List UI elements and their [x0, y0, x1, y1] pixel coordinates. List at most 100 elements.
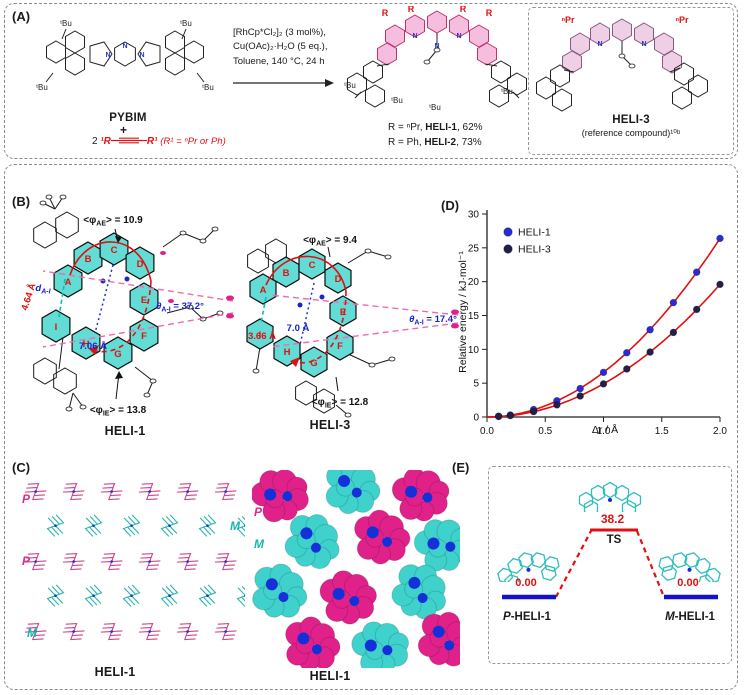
svg-text:20: 20: [468, 277, 480, 288]
ring-label-i: I: [55, 322, 58, 333]
npr-label: ⁿPr: [675, 15, 689, 25]
ring-label-g: G: [310, 358, 317, 369]
heli3-scheme-structure: ⁿPr ⁿPr N N: [536, 15, 708, 112]
heli1-crystal-caption: HELI-1: [104, 424, 146, 438]
heli3-phi-ie-label: <φIE> = 12.8: [312, 397, 369, 410]
heli1-theta-label: θA-I = 37.2°: [156, 301, 204, 314]
svg-text:15: 15: [468, 311, 480, 322]
packing-right-caption: HELI-1: [309, 669, 351, 683]
tbu-label: ᵗBu: [36, 83, 48, 92]
conditions-line-2: Cu(OAc)₂·H₂O (5 eq.),: [233, 41, 328, 53]
panel-a-label: (A): [12, 9, 31, 24]
plus-sign: +: [120, 123, 128, 137]
pybim-name: PYBIM: [109, 112, 147, 124]
reaction-arrow-icon: [233, 79, 334, 87]
tbu-label: ᵗBu: [429, 103, 441, 112]
tbu-label: ᵗBu: [180, 19, 192, 28]
heli3-crystal-structure: <φAE> = 9.4 A B C D E F G H I θA-I = 17.…: [246, 235, 459, 418]
heli12-product-structure: R R R R N N N ᵗBu ᵗBu ᵗBu ᵗBu: [344, 6, 527, 112]
panel-c-label: (C): [12, 460, 31, 475]
packing-left-caption: HELI-1: [94, 665, 136, 679]
p-prefix: P: [503, 611, 511, 623]
tbu-label: ᵗBu: [344, 81, 356, 90]
nitrogen-label: N: [412, 33, 417, 40]
nitrogen-label: N: [641, 41, 646, 48]
svg-text:2.0: 2.0: [713, 426, 727, 437]
ring-label-c: C: [309, 260, 316, 271]
ring-label-h: H: [284, 347, 291, 358]
yield-name: HELI-1: [425, 122, 457, 133]
heli1-phi-ie-label: <φIE> = 13.8: [90, 405, 147, 418]
ring-label-g: G: [114, 349, 121, 360]
nitrogen-label: N: [139, 52, 144, 59]
p-molecule-sketch: [497, 552, 560, 582]
ring-label-d: D: [137, 259, 144, 270]
alkyne-note: (R¹ = ⁿPr or Ph): [160, 136, 226, 147]
svg-text:5: 5: [473, 379, 479, 390]
m-rest: -HELI-1: [674, 611, 715, 623]
tbu-label: ᵗBu: [202, 83, 214, 92]
ring-label-f: F: [141, 331, 147, 342]
yield-pre: R = ⁿPr,: [388, 122, 426, 133]
ring-label-c: C: [111, 245, 118, 256]
heli1-d-label: dA-I: [35, 283, 51, 296]
r-substituent-label: R: [486, 8, 493, 18]
panel-d-label: (D): [441, 198, 460, 213]
ts-molecule-sketch: [578, 481, 642, 512]
triple-bond-icon: [110, 137, 147, 144]
product-yield-2: R = Ph, HELI-2, 73%: [388, 137, 482, 148]
tbu-label: ᵗBu: [391, 96, 403, 105]
alkyne-coeff: 2: [92, 136, 98, 147]
tbu-label: ᵗBu: [60, 19, 72, 28]
m-energy-value: 0.00: [677, 577, 699, 589]
ring-label-h: H: [83, 339, 90, 350]
svg-text:1.5: 1.5: [655, 426, 669, 437]
ts-label: TS: [606, 534, 622, 546]
heli3-theta-label: θA-I = 17.4°: [409, 314, 457, 327]
r-substituent-label: R: [382, 8, 389, 18]
heli3-span-value: 7.0 Å: [287, 323, 310, 334]
nitrogen-label: N: [122, 43, 127, 50]
ring-label-i: I: [259, 330, 262, 341]
svg-text:30: 30: [468, 210, 480, 221]
heli3-ref-name: HELI-3: [612, 114, 650, 126]
ring-label-a: A: [65, 277, 72, 288]
heli3-reference-box: [528, 7, 734, 155]
heli1-packing-wireframe: [24, 482, 245, 641]
m-helix-label: M: [27, 626, 37, 640]
heli3-phi-ae-label: <φAE> = 9.4: [303, 235, 357, 248]
heli3-ref-subtitle: (reference compound)¹⁰ᵇ: [581, 128, 681, 138]
nitrogen-label: N: [456, 33, 461, 40]
m-molecule-sketch: [658, 552, 721, 582]
ts-energy-value: 38.2: [600, 512, 625, 526]
ring-label-b: B: [85, 254, 92, 265]
chart-y-axis-label: Relative energy / kJ·mol⁻¹: [457, 251, 469, 373]
ring-label-a: A: [260, 285, 267, 296]
svg-text:10: 10: [468, 345, 480, 356]
reaction-conditions: [RhCp*Cl₂]₂ (3 mol%), Cu(OAc)₂·H₂O (5 eq…: [233, 26, 345, 69]
ring-label-e: E: [340, 307, 346, 318]
panel-bcde-box: [4, 164, 738, 690]
m-helix-label: M: [230, 519, 240, 533]
svg-text:0: 0: [473, 413, 479, 424]
p-heli1-name: P-HELI-1: [485, 611, 569, 623]
ring-label-f: F: [337, 341, 343, 352]
alkyne-right-r: R¹: [146, 136, 158, 147]
yield-pre: R = Ph,: [388, 137, 425, 148]
alkyne-reagent: 2 ¹R R¹ (R¹ = ⁿPr or Ph): [92, 135, 226, 147]
nitrogen-label: N: [597, 41, 602, 48]
yield-post: , 73%: [456, 137, 482, 148]
alkyne-left-r: ¹R: [100, 136, 111, 147]
svg-text:25: 25: [468, 243, 480, 254]
p-energy-value: 0.00: [515, 577, 537, 589]
panel-b-label: (B): [12, 194, 31, 209]
energy-diagram-levels: [502, 528, 718, 600]
svg-text:0.0: 0.0: [480, 426, 494, 437]
p-rest: -HELI-1: [510, 611, 551, 623]
npr-label: ⁿPr: [561, 15, 575, 25]
heli1-span-value: 7.06 Å: [79, 341, 107, 352]
nitrogen-label: N: [105, 52, 110, 59]
yield-post: , 62%: [456, 122, 483, 133]
heli3-d-value: 3.66 Å: [248, 331, 276, 342]
